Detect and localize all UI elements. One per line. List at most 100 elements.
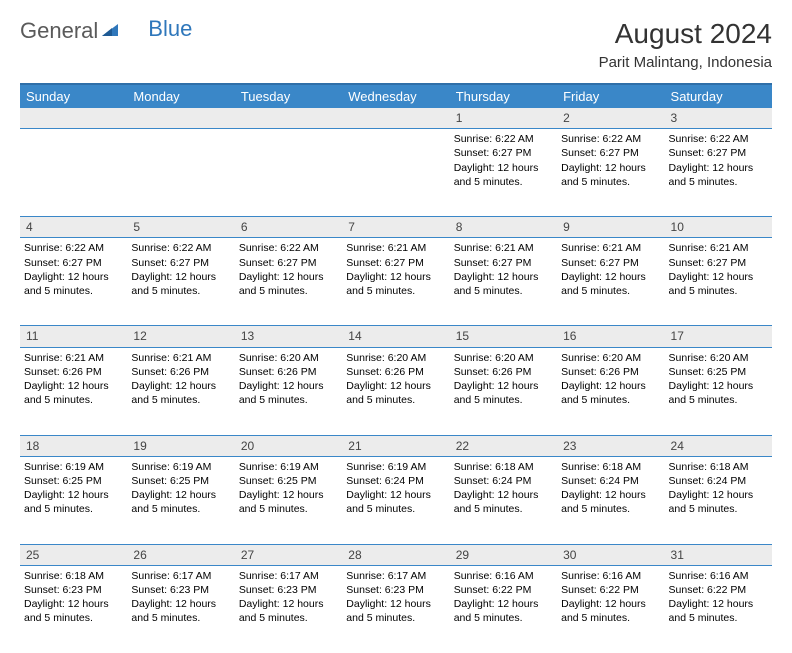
- day-daylight2: and 5 minutes.: [346, 284, 445, 298]
- day-number-cell: 12: [127, 326, 234, 347]
- day-daylight1: Daylight: 12 hours: [454, 488, 553, 502]
- day-daylight2: and 5 minutes.: [24, 502, 123, 516]
- day-sunrise: Sunrise: 6:20 AM: [669, 351, 768, 365]
- day-sunset: Sunset: 6:27 PM: [454, 146, 553, 160]
- day-cell: Sunrise: 6:21 AMSunset: 6:27 PMDaylight:…: [450, 238, 557, 326]
- day-daylight2: and 5 minutes.: [131, 393, 230, 407]
- daynum-row: 25262728293031: [20, 544, 772, 565]
- day-sunrise: Sunrise: 6:17 AM: [239, 569, 338, 583]
- day-number-cell: 22: [450, 435, 557, 456]
- day-sunrise: Sunrise: 6:16 AM: [561, 569, 660, 583]
- day-sunset: Sunset: 6:23 PM: [131, 583, 230, 597]
- day-content-row: Sunrise: 6:21 AMSunset: 6:26 PMDaylight:…: [20, 347, 772, 435]
- day-sunrise: Sunrise: 6:22 AM: [131, 241, 230, 255]
- daynum-row: 123: [20, 108, 772, 129]
- day-sunrise: Sunrise: 6:20 AM: [561, 351, 660, 365]
- day-daylight1: Daylight: 12 hours: [669, 488, 768, 502]
- day-sunrise: Sunrise: 6:16 AM: [454, 569, 553, 583]
- day-sunrise: Sunrise: 6:21 AM: [346, 241, 445, 255]
- day-daylight2: and 5 minutes.: [346, 502, 445, 516]
- day-number-cell: 11: [20, 326, 127, 347]
- day-sunset: Sunset: 6:22 PM: [669, 583, 768, 597]
- day-details: Sunrise: 6:16 AMSunset: 6:22 PMDaylight:…: [669, 566, 768, 626]
- day-daylight1: Daylight: 12 hours: [561, 488, 660, 502]
- day-details: Sunrise: 6:18 AMSunset: 6:24 PMDaylight:…: [561, 457, 660, 517]
- day-number-cell: 6: [235, 217, 342, 238]
- day-cell: Sunrise: 6:19 AMSunset: 6:25 PMDaylight:…: [127, 456, 234, 544]
- day-number-cell: 18: [20, 435, 127, 456]
- day-sunset: Sunset: 6:26 PM: [239, 365, 338, 379]
- day-daylight1: Daylight: 12 hours: [346, 597, 445, 611]
- day-cell: Sunrise: 6:21 AMSunset: 6:26 PMDaylight:…: [20, 347, 127, 435]
- day-daylight1: Daylight: 12 hours: [561, 270, 660, 284]
- weekday-wednesday: Wednesday: [342, 84, 449, 108]
- day-details: Sunrise: 6:21 AMSunset: 6:27 PMDaylight:…: [346, 238, 445, 298]
- daynum-row: 11121314151617: [20, 326, 772, 347]
- weekday-thursday: Thursday: [450, 84, 557, 108]
- day-cell: Sunrise: 6:16 AMSunset: 6:22 PMDaylight:…: [557, 565, 664, 653]
- day-number-cell: [235, 108, 342, 129]
- day-number-cell: 21: [342, 435, 449, 456]
- day-daylight2: and 5 minutes.: [24, 284, 123, 298]
- day-details: Sunrise: 6:22 AMSunset: 6:27 PMDaylight:…: [454, 129, 553, 189]
- day-details: Sunrise: 6:20 AMSunset: 6:26 PMDaylight:…: [561, 348, 660, 408]
- day-daylight1: Daylight: 12 hours: [669, 379, 768, 393]
- day-daylight1: Daylight: 12 hours: [454, 161, 553, 175]
- day-daylight2: and 5 minutes.: [669, 502, 768, 516]
- day-sunrise: Sunrise: 6:19 AM: [239, 460, 338, 474]
- day-cell: Sunrise: 6:18 AMSunset: 6:24 PMDaylight:…: [557, 456, 664, 544]
- day-daylight2: and 5 minutes.: [131, 284, 230, 298]
- day-details: Sunrise: 6:17 AMSunset: 6:23 PMDaylight:…: [346, 566, 445, 626]
- day-cell: Sunrise: 6:22 AMSunset: 6:27 PMDaylight:…: [127, 238, 234, 326]
- day-content-row: Sunrise: 6:19 AMSunset: 6:25 PMDaylight:…: [20, 456, 772, 544]
- day-cell: Sunrise: 6:19 AMSunset: 6:25 PMDaylight:…: [235, 456, 342, 544]
- day-daylight1: Daylight: 12 hours: [346, 270, 445, 284]
- title-block: August 2024 Parit Malintang, Indonesia: [599, 18, 772, 71]
- day-cell: Sunrise: 6:22 AMSunset: 6:27 PMDaylight:…: [450, 129, 557, 217]
- day-cell: Sunrise: 6:21 AMSunset: 6:26 PMDaylight:…: [127, 347, 234, 435]
- calendar-table: Sunday Monday Tuesday Wednesday Thursday…: [20, 83, 772, 653]
- day-cell: Sunrise: 6:16 AMSunset: 6:22 PMDaylight:…: [450, 565, 557, 653]
- day-daylight2: and 5 minutes.: [346, 611, 445, 625]
- day-details: Sunrise: 6:21 AMSunset: 6:27 PMDaylight:…: [561, 238, 660, 298]
- day-daylight2: and 5 minutes.: [561, 284, 660, 298]
- day-cell: Sunrise: 6:20 AMSunset: 6:26 PMDaylight:…: [342, 347, 449, 435]
- day-sunset: Sunset: 6:26 PM: [24, 365, 123, 379]
- day-daylight1: Daylight: 12 hours: [239, 597, 338, 611]
- day-number-cell: 9: [557, 217, 664, 238]
- day-daylight2: and 5 minutes.: [561, 175, 660, 189]
- day-sunset: Sunset: 6:26 PM: [346, 365, 445, 379]
- day-sunrise: Sunrise: 6:22 AM: [454, 132, 553, 146]
- day-sunrise: Sunrise: 6:18 AM: [669, 460, 768, 474]
- day-sunset: Sunset: 6:22 PM: [454, 583, 553, 597]
- day-daylight1: Daylight: 12 hours: [561, 161, 660, 175]
- day-number-cell: 26: [127, 544, 234, 565]
- day-daylight2: and 5 minutes.: [239, 502, 338, 516]
- day-details: Sunrise: 6:17 AMSunset: 6:23 PMDaylight:…: [131, 566, 230, 626]
- day-sunrise: Sunrise: 6:22 AM: [561, 132, 660, 146]
- day-number-cell: 23: [557, 435, 664, 456]
- day-daylight2: and 5 minutes.: [454, 175, 553, 189]
- day-number-cell: [127, 108, 234, 129]
- day-sunset: Sunset: 6:25 PM: [239, 474, 338, 488]
- day-details: Sunrise: 6:16 AMSunset: 6:22 PMDaylight:…: [561, 566, 660, 626]
- day-daylight2: and 5 minutes.: [346, 393, 445, 407]
- day-sunrise: Sunrise: 6:19 AM: [346, 460, 445, 474]
- day-sunrise: Sunrise: 6:21 AM: [454, 241, 553, 255]
- weekday-saturday: Saturday: [665, 84, 772, 108]
- day-daylight2: and 5 minutes.: [454, 393, 553, 407]
- day-sunrise: Sunrise: 6:22 AM: [239, 241, 338, 255]
- day-details: Sunrise: 6:18 AMSunset: 6:24 PMDaylight:…: [454, 457, 553, 517]
- day-cell: Sunrise: 6:22 AMSunset: 6:27 PMDaylight:…: [235, 238, 342, 326]
- day-number-cell: 1: [450, 108, 557, 129]
- day-number-cell: 27: [235, 544, 342, 565]
- day-sunset: Sunset: 6:27 PM: [454, 256, 553, 270]
- day-details: Sunrise: 6:19 AMSunset: 6:25 PMDaylight:…: [239, 457, 338, 517]
- day-cell: Sunrise: 6:17 AMSunset: 6:23 PMDaylight:…: [127, 565, 234, 653]
- day-number-cell: [342, 108, 449, 129]
- day-details: Sunrise: 6:20 AMSunset: 6:26 PMDaylight:…: [346, 348, 445, 408]
- logo-sail-icon: [100, 18, 120, 44]
- day-cell: [342, 129, 449, 217]
- logo-text-blue: Blue: [148, 16, 192, 42]
- day-sunrise: Sunrise: 6:18 AM: [561, 460, 660, 474]
